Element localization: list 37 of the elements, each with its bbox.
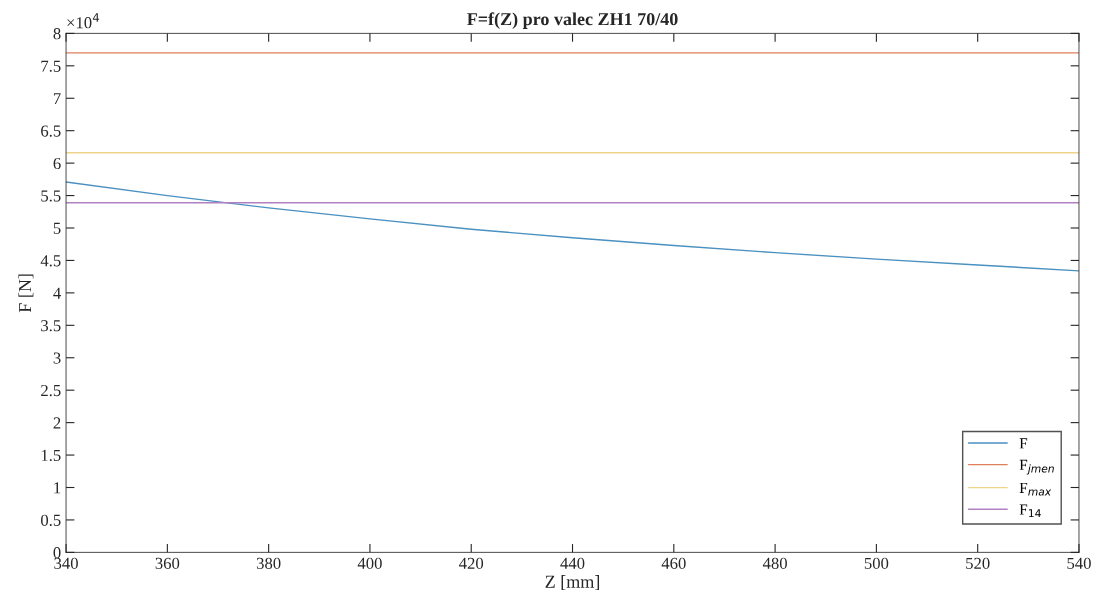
text: ×10$^{4}$ xyxy=(67,13,100,29)
y-tick-label: 1 xyxy=(54,482,61,494)
x-tick-label: 340 xyxy=(54,557,78,569)
y-tick-label: 2 xyxy=(53,417,61,429)
y-tick-label: 2.5 xyxy=(41,384,61,397)
x-tick-label: 520 xyxy=(966,557,990,569)
legend-label: F$_{14}$ xyxy=(1019,504,1041,518)
x-tick-label: 460 xyxy=(661,557,686,569)
y-tick-label: 5 xyxy=(53,222,61,234)
x-tick-label: 400 xyxy=(357,557,382,569)
chart-title: F=f(Z) pro valec ZH1 70/40 xyxy=(467,12,678,29)
y-tick-label: 8 xyxy=(53,28,61,40)
x-tick-label: 540 xyxy=(1067,557,1091,569)
x-tick-label: 420 xyxy=(459,557,484,569)
y-axis-title: F [N] xyxy=(18,274,34,313)
x-tick-label: 500 xyxy=(864,557,889,569)
y-tick-label: 3.5 xyxy=(41,320,61,332)
y-tick-label: 6 xyxy=(53,157,61,170)
legend-label: F$_{max}$ xyxy=(1019,482,1052,496)
x-tick-label: 440 xyxy=(560,557,585,569)
legend-label: F$_{jmen}$ xyxy=(1019,459,1054,475)
y-tick-label: 7.5 xyxy=(41,60,61,72)
y-tick-label: 4.5 xyxy=(40,255,61,267)
y-tick-label: 0.5 xyxy=(41,514,61,526)
legend-label: F xyxy=(1019,438,1028,449)
line-series xyxy=(66,181,1079,272)
y-tick-label: 3 xyxy=(53,352,61,364)
y-tick-label: 0 xyxy=(53,547,61,559)
y-tick-label: 7 xyxy=(53,93,61,105)
x-axis-title: Z [mm] xyxy=(545,575,600,591)
x-tick-label: 380 xyxy=(256,557,281,569)
y-tick-label: 6.5 xyxy=(41,125,61,137)
y-tick-label: 5.5 xyxy=(41,190,61,202)
y-tick-label: 1.5 xyxy=(41,449,61,462)
x-tick-label: 480 xyxy=(762,557,787,569)
x-tick-label: 360 xyxy=(155,557,180,569)
y-tick-label: 4 xyxy=(53,287,61,299)
